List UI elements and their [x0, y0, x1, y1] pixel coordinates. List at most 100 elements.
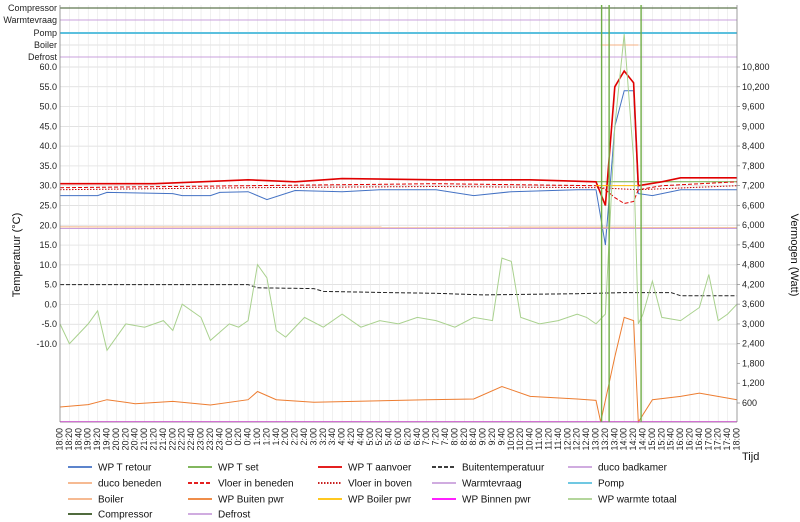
x-tick-label: 2:40 [299, 428, 309, 446]
x-tick-label: 14:20 [628, 428, 638, 451]
left-tick-label: 40.0 [39, 141, 57, 151]
right-tick-label: 2,400 [742, 339, 765, 349]
x-tick-label: 17:20 [713, 428, 723, 451]
x-tick-label: 6:00 [393, 428, 403, 446]
grid [59, 5, 738, 422]
x-tick-label: 7:20 [431, 428, 441, 446]
left-tick-label: -5.0 [41, 319, 57, 329]
x-tick-label: 7:40 [440, 428, 450, 446]
x-tick-label: 2:20 [290, 428, 300, 446]
x-tick-label: 21:20 [149, 428, 159, 451]
series-vloer-in-beneden [59, 181, 738, 205]
series-wp-t-aanvoer [60, 69, 737, 206]
x-tick-label: 6:20 [402, 428, 412, 446]
x-tick-label: 20:00 [111, 428, 121, 451]
x-tick-label: 8:00 [449, 428, 459, 446]
legend-label: Vloer in beneden [218, 479, 294, 490]
x-tick-label: 18:40 [73, 428, 83, 451]
x-tick-label: 4:20 [346, 428, 356, 446]
x-tick-label: 1:20 [261, 428, 271, 446]
x-tick-label: 1:00 [252, 428, 262, 446]
left-tick-label: -10.0 [36, 339, 57, 349]
x-tick-label: 11:40 [553, 428, 563, 450]
x-tick-label: 18:00 [55, 428, 65, 451]
x-tick-label: 16:00 [675, 428, 685, 451]
x-tick-label: 19:40 [102, 428, 112, 451]
x-tick-label: 6:40 [412, 428, 422, 446]
left-tick-label: 55.0 [39, 82, 57, 92]
x-tick-label: 15:40 [666, 428, 676, 451]
x-tick-label: 3:40 [327, 428, 337, 446]
x-tick-label: 10:20 [515, 428, 525, 451]
series-wp-buiten-pwr [59, 316, 738, 424]
x-tick-label: 23:00 [196, 428, 206, 451]
x-tick-label: 20:20 [120, 428, 130, 451]
x-tick-label: 18:20 [64, 428, 74, 451]
x-tick-label: 0:00 [224, 428, 234, 446]
left-tick-label: 45.0 [39, 121, 57, 131]
legend-label: WP Binnen pwr [462, 495, 531, 506]
left-tick-label: 25.0 [39, 201, 57, 211]
x-tick-label: 20:40 [130, 428, 140, 451]
legend-label: duco badkamer [598, 463, 668, 474]
x-tick-label: 23:40 [214, 428, 224, 451]
x-tick-label: 13:00 [590, 428, 600, 451]
legend-label: WP warmte totaal [598, 495, 677, 506]
legend-label: WP T set [218, 463, 259, 474]
x-tick-label: 11:00 [534, 428, 544, 450]
right-tick-label: 8,400 [742, 141, 765, 151]
x-tick-label: 18:00 [732, 428, 742, 451]
right-tick-label: 600 [742, 398, 757, 408]
x-tick-label: 3:00 [308, 428, 318, 446]
legend-label: Warmtevraag [462, 479, 522, 490]
left-tick-label: 30.0 [39, 181, 57, 191]
x-tick-label: 0:20 [233, 428, 243, 446]
right-tick-label: 1,200 [742, 378, 765, 388]
right-tick-label: 9,600 [742, 102, 765, 112]
x-tick-label: 19:20 [92, 428, 102, 451]
x-tick-label: 22:00 [167, 428, 177, 451]
x-tick-label: 2:00 [280, 428, 290, 446]
x-tick-label: 13:20 [600, 428, 610, 451]
status-row-label: Warmtevraag [3, 15, 57, 25]
x-tick-label: 16:20 [684, 428, 694, 451]
x-tick-label: 14:40 [637, 428, 647, 451]
right-tick-label: 4,200 [742, 279, 765, 289]
x-tick-label: 10:40 [525, 428, 535, 451]
right-tick-label: 7,800 [742, 161, 765, 171]
legend-label: Pomp [598, 479, 625, 490]
legend-label: WP Buiten pwr [218, 495, 285, 506]
right-tick-label: 7,200 [742, 181, 765, 191]
legend-label: WP Boiler pwr [348, 495, 412, 506]
x-tick-label: 21:00 [139, 428, 149, 451]
status-row-label: Defrost [28, 52, 58, 62]
x-tick-label: 5:40 [384, 428, 394, 446]
legend-label: WP T retour [98, 463, 152, 474]
legend-label: Vloer in boven [348, 479, 412, 490]
x-tick-label: 8:40 [468, 428, 478, 446]
x-tick-label: 13:40 [609, 428, 619, 451]
left-tick-label: 50.0 [39, 102, 57, 112]
x-tick-label: 10:00 [506, 428, 516, 451]
left-tick-label: 60.0 [39, 62, 57, 72]
left-tick-label: 5.0 [44, 280, 57, 290]
x-tick-label: 0:40 [243, 428, 253, 446]
right-tick-label: 6,600 [742, 200, 765, 210]
x-tick-label: 23:20 [205, 428, 215, 451]
legend-label: Boiler [98, 495, 124, 506]
legend-label: duco beneden [98, 479, 161, 490]
legend-label: WP T aanvoer [348, 463, 412, 474]
left-tick-label: 15.0 [39, 240, 57, 250]
x-axis-label: Tijd [742, 451, 759, 463]
x-tick-label: 4:00 [337, 428, 347, 446]
status-row-label: Boiler [34, 40, 57, 50]
legend: WP T retour WP T set WP T aanvoer Buitentem… [68, 463, 677, 521]
right-tick-label: 9,000 [742, 121, 765, 131]
right-tick-label: 5,400 [742, 240, 765, 250]
right-tick-label: 4,800 [742, 260, 765, 270]
right-tick-label: 3,600 [742, 299, 765, 309]
x-tick-label: 8:20 [459, 428, 469, 446]
legend-label: Defrost [218, 510, 250, 521]
y-axis-right-label: Vermogen (Watt) [788, 214, 800, 297]
